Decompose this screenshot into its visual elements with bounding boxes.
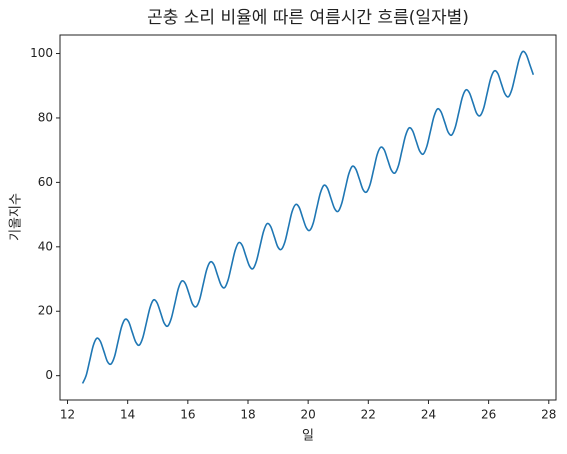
x-tick-label: 18 bbox=[240, 408, 255, 422]
x-tick-label: 24 bbox=[421, 408, 436, 422]
x-tick-label: 14 bbox=[120, 408, 135, 422]
chart-title: 곤충 소리 비율에 따른 여름시간 흐름(일자별) bbox=[147, 8, 469, 28]
y-axis-label: 기울지수 bbox=[9, 193, 24, 241]
y-tick-label: 100 bbox=[30, 46, 53, 60]
x-tick-label: 22 bbox=[361, 408, 376, 422]
y-tick-label: 0 bbox=[45, 368, 53, 382]
y-tick-label: 40 bbox=[38, 239, 53, 253]
x-tick-label: 12 bbox=[60, 408, 75, 422]
x-tick-label: 26 bbox=[481, 408, 496, 422]
plot-frame bbox=[59, 34, 557, 401]
x-tick-label: 20 bbox=[301, 408, 316, 422]
data-line bbox=[81, 50, 535, 384]
x-tick-label: 16 bbox=[180, 408, 195, 422]
x-tick-label: 28 bbox=[541, 408, 556, 422]
y-tick-label: 80 bbox=[38, 110, 53, 124]
y-tick-label: 60 bbox=[38, 175, 53, 189]
x-axis-label: 일 bbox=[302, 429, 314, 444]
y-tick-label: 20 bbox=[38, 304, 53, 318]
